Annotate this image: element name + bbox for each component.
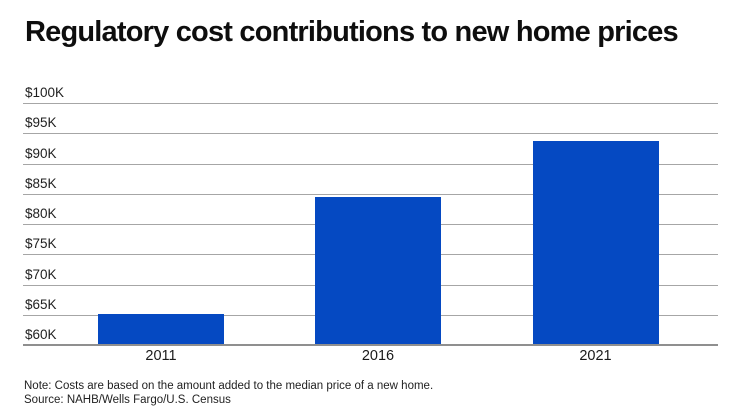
gridline (23, 163, 718, 165)
bar-2016 (315, 196, 441, 344)
y-tick-label: $90K (25, 145, 57, 161)
y-tick-label: $60K (25, 327, 57, 342)
x-axis-line (23, 344, 718, 346)
x-tick-label: 2016 (361, 348, 395, 364)
bar-2011 (98, 313, 224, 344)
gridline (23, 103, 718, 104)
chart-source: Source: NAHB/Wells Fargo/U.S. Census (24, 394, 231, 406)
x-tick-label: 2011 (145, 348, 177, 364)
gridline (23, 193, 718, 195)
y-tick-label: $100K (25, 85, 65, 100)
y-tick-label: $70K (25, 266, 57, 282)
y-tick-label: $75K (25, 236, 57, 252)
chart-note: Note: Costs are based on the amount adde… (24, 380, 434, 392)
y-tick-label: $65K (25, 296, 57, 312)
chart-title: Regulatory cost contributions to new hom… (25, 16, 679, 48)
x-tick-label: 2021 (579, 348, 612, 364)
y-tick-label: $85K (25, 175, 57, 191)
bar-2021 (532, 140, 659, 344)
y-tick-label: $95K (25, 115, 57, 131)
gridline (23, 133, 718, 135)
y-tick-label: $80K (25, 206, 57, 221)
